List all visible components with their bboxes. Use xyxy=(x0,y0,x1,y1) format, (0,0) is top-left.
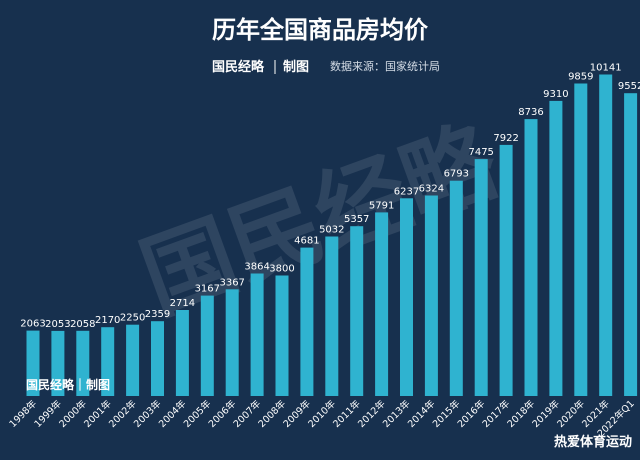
bar xyxy=(499,144,513,396)
bar xyxy=(624,93,638,396)
value-label: 2250 xyxy=(120,313,145,324)
bar xyxy=(51,330,65,396)
bar xyxy=(325,236,339,396)
corner-watermark: 热爱体育运动 xyxy=(554,434,632,450)
bottom-watermark: 国民经略｜制图 xyxy=(26,377,110,392)
value-label: 3864 xyxy=(244,262,269,273)
value-label: 2714 xyxy=(170,298,195,309)
bar xyxy=(225,289,239,396)
brand-label: 国民经略 xyxy=(212,59,265,75)
bar xyxy=(599,74,613,396)
bar xyxy=(524,119,538,396)
bar xyxy=(151,321,164,396)
bar xyxy=(474,159,488,396)
bar xyxy=(375,212,389,396)
value-label: 6324 xyxy=(419,184,444,195)
value-label: 3800 xyxy=(269,264,294,275)
value-label: 2170 xyxy=(95,315,120,326)
value-label: 4681 xyxy=(294,236,319,247)
brand-suffix: 制图 xyxy=(283,59,309,75)
bar xyxy=(449,180,463,396)
value-label: 10141 xyxy=(590,63,622,74)
value-label: 3367 xyxy=(219,277,244,288)
value-label: 3167 xyxy=(195,284,220,295)
value-label: 7475 xyxy=(468,147,493,158)
bar xyxy=(26,330,40,396)
value-label: 5791 xyxy=(369,200,394,211)
bar xyxy=(175,310,189,396)
bar xyxy=(76,330,90,396)
bar xyxy=(275,275,289,396)
value-label: 2058 xyxy=(70,319,95,330)
bar xyxy=(574,83,588,396)
bar xyxy=(101,327,115,396)
bar xyxy=(350,226,364,396)
bar xyxy=(300,247,314,396)
value-label: 7922 xyxy=(493,133,518,144)
value-label: 6793 xyxy=(444,169,469,180)
bar xyxy=(424,195,438,396)
bar xyxy=(400,198,413,396)
bar xyxy=(250,273,264,396)
value-label: 8736 xyxy=(518,107,543,118)
value-label: 2053 xyxy=(45,319,70,330)
bar xyxy=(200,295,214,396)
value-label: 9552 xyxy=(618,81,640,92)
value-label: 6237 xyxy=(394,186,419,197)
value-label: 9859 xyxy=(568,72,593,83)
bar xyxy=(126,324,140,396)
source-label: 数据来源：国家统计局 xyxy=(330,59,440,73)
value-label: 5032 xyxy=(319,225,344,236)
value-label: 5357 xyxy=(344,214,369,225)
value-label: 9310 xyxy=(543,89,568,100)
bar xyxy=(549,100,563,397)
chart-title: 历年全国商品房均价 xyxy=(212,16,429,44)
value-label: 2063 xyxy=(20,319,45,330)
bar-group xyxy=(26,74,638,397)
value-label-group: 2063 2053 2058 2170 2250 23592714316733673864… xyxy=(20,63,640,330)
value-label: 2359 xyxy=(145,309,170,320)
